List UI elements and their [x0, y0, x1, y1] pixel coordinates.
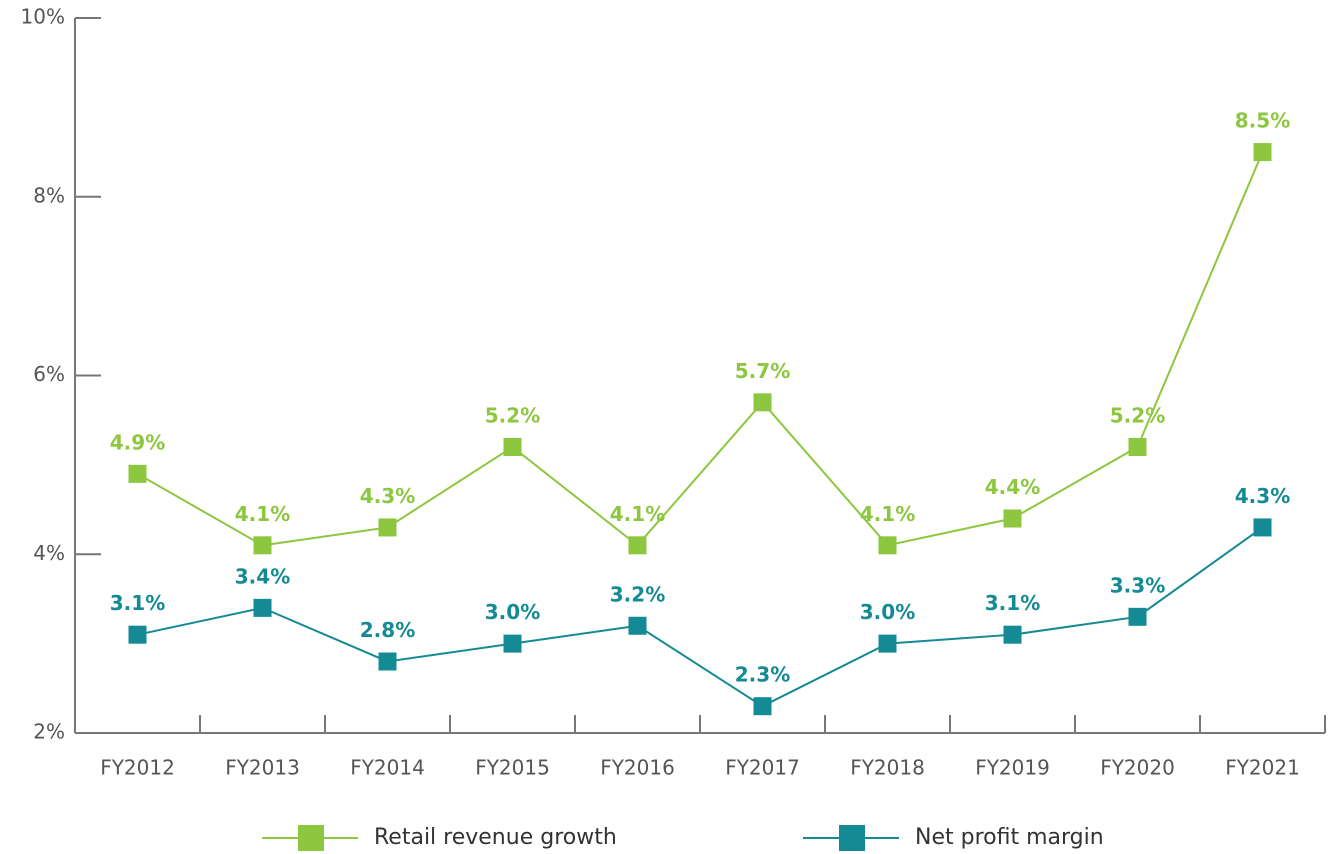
legend-swatch [298, 825, 324, 851]
point [378, 518, 397, 537]
value-label: 4.3% [1235, 484, 1290, 508]
point [253, 598, 272, 617]
point [878, 536, 897, 555]
value-label: 2.8% [360, 618, 415, 642]
y-tick-label: 2% [33, 720, 65, 744]
point [503, 634, 522, 653]
point [1253, 518, 1272, 537]
x-tick-label: FY2013 [225, 756, 300, 780]
y-tick-label: 8% [33, 183, 65, 207]
value-label: 3.3% [1110, 573, 1165, 597]
point [1253, 143, 1272, 162]
value-label: 8.5% [1235, 109, 1290, 133]
point [753, 697, 772, 716]
value-label: 3.0% [485, 600, 540, 624]
point [1003, 509, 1022, 528]
x-tick-label: FY2014 [350, 756, 425, 780]
series-line [137, 526, 1264, 708]
value-label: 3.0% [860, 600, 915, 624]
x-tick-label: FY2019 [975, 756, 1050, 780]
y-tick-label: 4% [33, 541, 65, 565]
value-label: 3.4% [235, 564, 290, 588]
point [503, 438, 522, 456]
value-label: 4.1% [860, 502, 915, 526]
legend-label: Net profit margin [915, 825, 1104, 850]
y-tick-label: 10% [21, 5, 65, 29]
value-label: 5.7% [735, 359, 790, 383]
point [1003, 625, 1022, 644]
point [878, 634, 897, 653]
point [128, 464, 147, 483]
value-label: 3.2% [610, 582, 665, 606]
point [253, 536, 272, 555]
x-tick-label: FY2018 [850, 756, 925, 780]
point [378, 652, 397, 671]
series-line [137, 151, 1264, 547]
value-label: 4.1% [610, 502, 665, 526]
point [753, 393, 772, 412]
value-label: 2.3% [735, 663, 790, 687]
value-label: 3.1% [110, 591, 165, 615]
point [128, 625, 147, 644]
legend-swatch [839, 825, 865, 851]
x-tick-label: FY2017 [725, 756, 800, 780]
value-label: 4.4% [985, 475, 1040, 499]
value-label: 4.1% [235, 502, 290, 526]
value-label: 5.2% [1110, 404, 1165, 428]
x-tick-label: FY2020 [1100, 756, 1175, 780]
value-label: 4.3% [360, 484, 415, 508]
value-label: 3.1% [985, 591, 1040, 615]
x-tick-label: FY2016 [600, 756, 675, 780]
value-label: 4.9% [110, 430, 165, 454]
x-tick-label: FY2012 [100, 756, 175, 780]
value-label: 5.2% [485, 404, 540, 428]
y-tick-label: 6% [33, 362, 65, 386]
legend-label: Retail revenue growth [374, 825, 617, 850]
point [1128, 438, 1147, 456]
point [1128, 607, 1147, 626]
x-tick-label: FY2021 [1225, 756, 1300, 780]
x-tick-label: FY2015 [475, 756, 550, 780]
point [628, 616, 647, 635]
point [628, 536, 647, 555]
